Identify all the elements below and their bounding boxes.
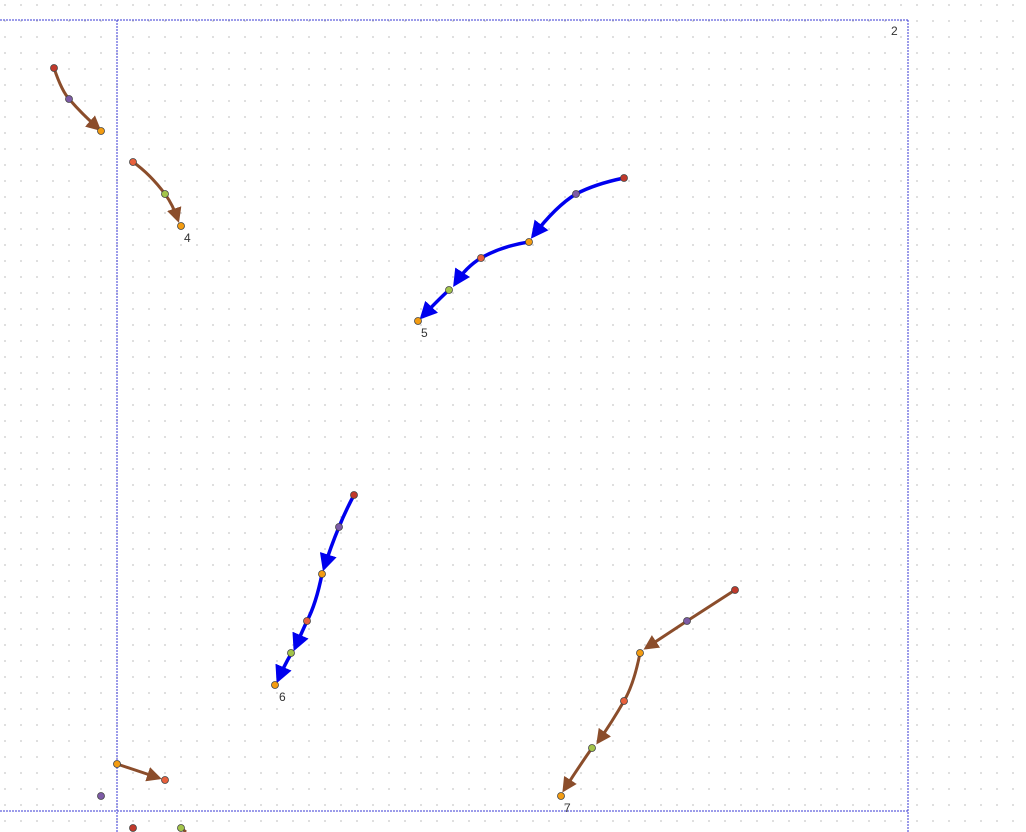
node-orange[interactable]: [113, 760, 121, 768]
panel-frame: [0, 19, 909, 832]
node-purple[interactable]: [572, 190, 580, 198]
node-orange[interactable]: [414, 317, 422, 325]
node-orange[interactable]: [97, 127, 105, 135]
node-orange[interactable]: [557, 792, 565, 800]
node-purple[interactable]: [335, 523, 343, 531]
node-lime[interactable]: [588, 744, 596, 752]
path-4: 4: [129, 158, 191, 245]
node-purple[interactable]: [683, 617, 691, 625]
node-orange[interactable]: [271, 681, 279, 689]
node-lime[interactable]: [177, 824, 185, 832]
node-lime[interactable]: [161, 190, 169, 198]
node-orange[interactable]: [177, 222, 185, 230]
path-7-segment-3: [562, 747, 594, 793]
node-orange[interactable]: [636, 649, 644, 657]
node-salmon[interactable]: [303, 617, 311, 625]
node-lime[interactable]: [445, 286, 453, 294]
node-purple[interactable]: [97, 792, 105, 800]
panel-number-label: 2: [891, 24, 898, 38]
path-4-label: 4: [184, 231, 191, 245]
path-7: 7: [557, 586, 739, 815]
node-salmon[interactable]: [129, 158, 137, 166]
node-red[interactable]: [50, 64, 58, 72]
node-red[interactable]: [620, 174, 628, 182]
path-5: 5: [414, 174, 628, 340]
path-6-label: 6: [279, 690, 286, 704]
node-lime[interactable]: [287, 649, 295, 657]
node-salmon[interactable]: [161, 776, 169, 784]
node-purple[interactable]: [65, 95, 73, 103]
node-red[interactable]: [129, 824, 137, 832]
node-red[interactable]: [350, 491, 358, 499]
path-6: 6: [271, 491, 358, 704]
path-5-label: 5: [421, 326, 428, 340]
path-bottom-left: [97, 760, 187, 832]
path-bottom-left-segment: [116, 762, 162, 782]
path-7-label: 7: [564, 801, 571, 815]
path-top-left: [50, 64, 105, 135]
node-orange[interactable]: [318, 570, 326, 578]
node-red[interactable]: [731, 586, 739, 594]
node-orange[interactable]: [525, 238, 533, 246]
node-salmon[interactable]: [477, 254, 485, 262]
node-salmon[interactable]: [620, 697, 628, 705]
